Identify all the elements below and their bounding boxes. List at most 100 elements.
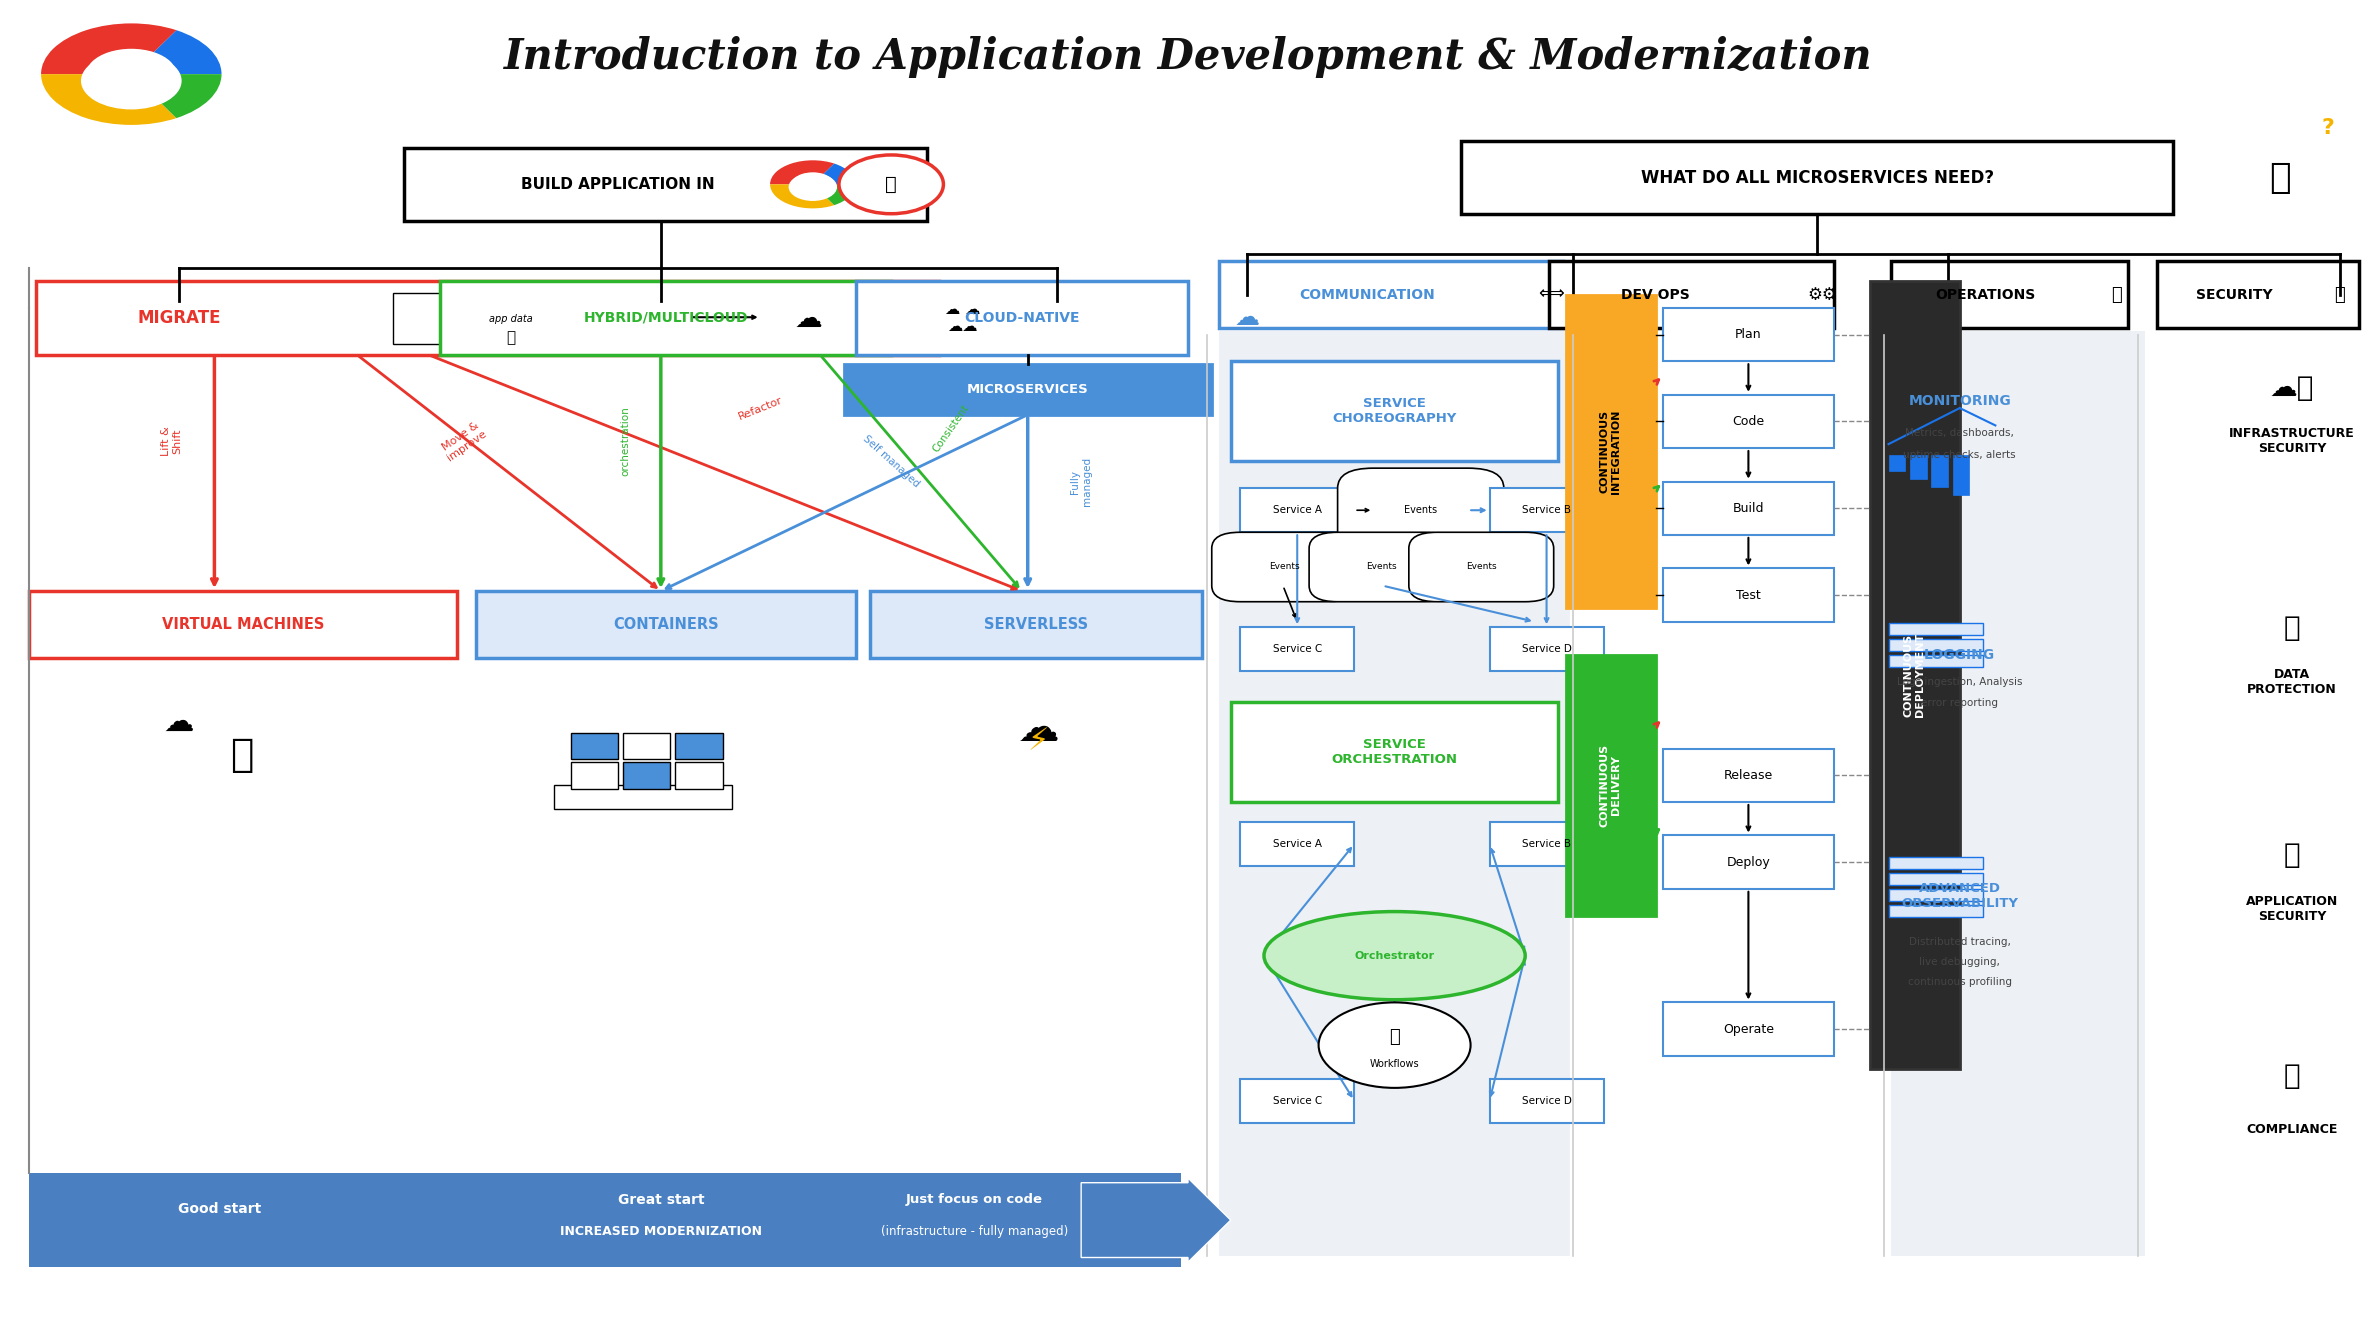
Text: INCREASED MODERNIZATION: INCREASED MODERNIZATION [561,1225,763,1238]
Text: Introduction to Application Development & Modernization: Introduction to Application Development … [504,36,1872,78]
Text: 👍: 👍 [2283,1062,2300,1090]
Text: ☁: ☁ [794,305,822,333]
Wedge shape [770,185,834,209]
Bar [1663,836,1834,889]
Text: Refactor: Refactor [737,394,784,421]
Bar [570,733,618,759]
Text: VIRTUAL MACHINES: VIRTUAL MACHINES [162,616,323,632]
Circle shape [789,174,836,201]
Wedge shape [824,185,855,205]
FancyArrow shape [1081,1178,1231,1262]
Text: 🔍: 🔍 [2112,286,2122,303]
Bar [1889,889,1984,901]
FancyBboxPatch shape [1212,532,1357,602]
Text: LOGGING: LOGGING [1925,648,1996,662]
Bar [675,762,722,789]
Bar [404,147,927,221]
Bar [554,785,732,809]
Bar [1663,308,1834,361]
Text: Distributed tracing,: Distributed tracing, [1908,937,2010,948]
Bar [1889,455,1906,471]
Wedge shape [40,24,176,74]
Ellipse shape [1264,912,1525,1000]
Text: error reporting: error reporting [1922,698,1998,709]
Bar [1490,1079,1604,1123]
Text: Lift &
Shift: Lift & Shift [162,427,183,456]
FancyBboxPatch shape [1338,468,1504,552]
Text: Deploy: Deploy [1727,856,1770,869]
Text: ?: ? [2321,118,2333,138]
Text: Events: Events [1366,563,1397,571]
Text: Build: Build [1732,501,1763,515]
Text: Metrics, dashboards,: Metrics, dashboards, [1906,428,2015,439]
Bar [1490,822,1604,866]
Bar [29,591,456,658]
Text: ⚡: ⚡ [1029,727,1050,757]
Text: ☁🔒: ☁🔒 [2269,374,2314,402]
Text: APPLICATION
SECURITY: APPLICATION SECURITY [2245,894,2338,923]
Bar [1889,623,1984,635]
Text: DATA
PROTECTION: DATA PROTECTION [2248,668,2338,695]
Bar [440,281,891,354]
Text: MIGRATE: MIGRATE [138,309,221,328]
Text: Code: Code [1732,414,1765,428]
Bar [623,762,670,789]
Text: Service D: Service D [1521,644,1571,654]
Text: Test: Test [1737,588,1761,602]
Circle shape [1319,1003,1471,1088]
Text: ☁: ☁ [1236,306,1259,330]
Text: COMPLIANCE: COMPLIANCE [2245,1123,2338,1136]
Text: CONTAINERS: CONTAINERS [613,616,718,632]
Text: Orchestrator: Orchestrator [1354,951,1435,961]
Bar [1240,822,1354,866]
Bar [1240,1079,1354,1123]
Wedge shape [824,163,855,185]
Text: SECURITY: SECURITY [2195,287,2271,302]
Bar [1461,140,2174,214]
FancyBboxPatch shape [1409,532,1554,602]
Text: Service A: Service A [1274,505,1321,515]
Text: Operate: Operate [1723,1023,1775,1036]
Text: ☁ ☁
☁☁: ☁ ☁ ☁☁ [946,302,979,334]
Text: CONTINUOUS
DEPLOYMENT: CONTINUOUS DEPLOYMENT [1903,632,1925,718]
Text: COMMUNICATION: COMMUNICATION [1300,287,1435,302]
Bar [675,733,722,759]
Bar [1891,261,2129,328]
Text: (infrastructure - fully managed): (infrastructure - fully managed) [881,1225,1067,1238]
Text: Service C: Service C [1274,644,1321,654]
Text: CONTINUOUS
DELIVERY: CONTINUOUS DELIVERY [1599,743,1620,826]
Text: Service B: Service B [1523,505,1571,515]
Text: live debugging,: live debugging, [1920,957,2001,968]
Text: Move &
improve: Move & improve [440,420,489,464]
Bar [1953,455,1970,495]
Text: MICROSERVICES: MICROSERVICES [967,382,1088,396]
Bar [1663,1003,1834,1056]
Text: Good start: Good start [178,1202,261,1215]
Text: ADVANCED
OBSERVABILITY: ADVANCED OBSERVABILITY [1901,881,2017,909]
Text: Events: Events [1466,563,1497,571]
Bar [1870,281,1960,1070]
Bar [1663,749,1834,802]
Bar [623,733,670,759]
Text: INFRASTRUCTURE
SECURITY: INFRASTRUCTURE SECURITY [2229,428,2355,456]
Text: Plan: Plan [1734,328,1761,341]
Text: Logs ingestion, Analysis: Logs ingestion, Analysis [1896,677,2022,687]
Bar [1889,655,1984,667]
Bar [2157,261,2359,328]
Wedge shape [40,74,176,124]
Text: MONITORING: MONITORING [1908,394,2010,408]
Bar [1219,330,1571,1257]
Bar [570,762,618,789]
Text: Great start: Great start [618,1193,703,1206]
Bar [475,591,855,658]
Text: Self managed: Self managed [860,433,922,489]
Bar [1891,330,2146,1257]
Bar [870,591,1202,658]
Text: 🖥️: 🖥️ [230,737,254,774]
Bar [1910,455,1927,479]
Text: Workflows: Workflows [1371,1059,1418,1068]
Text: continuous profiling: continuous profiling [1908,977,2012,987]
Bar [1231,361,1559,461]
Text: WHAT DO ALL MICROSERVICES NEED?: WHAT DO ALL MICROSERVICES NEED? [1642,168,1993,187]
Bar [1240,488,1354,532]
